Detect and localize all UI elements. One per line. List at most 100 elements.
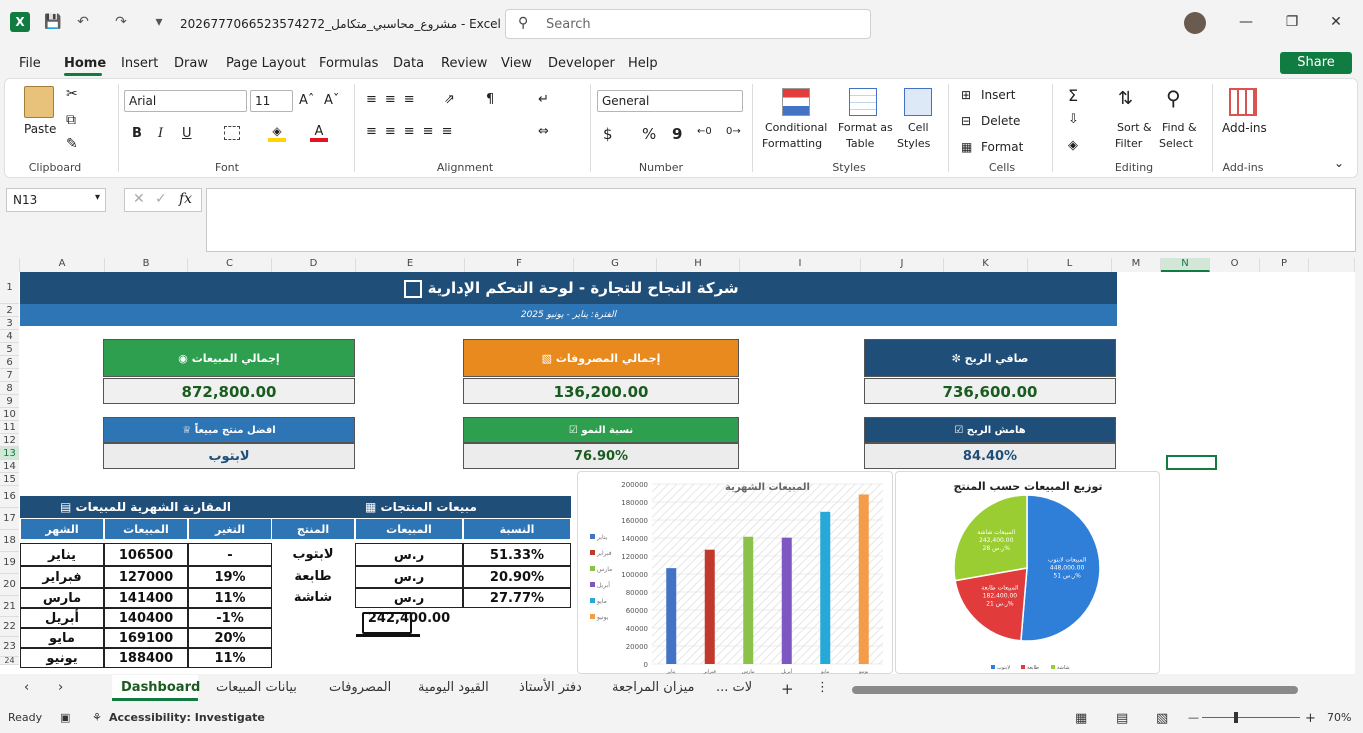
row-header[interactable]: 20 xyxy=(0,574,19,596)
underline-button[interactable]: U xyxy=(182,126,192,141)
merge-center-icon[interactable]: ⇔ xyxy=(538,124,549,139)
font-color-icon[interactable]: A xyxy=(310,124,328,142)
row-header[interactable]: 12 xyxy=(0,434,19,447)
column-header[interactable]: C xyxy=(188,258,272,272)
sort-filter-icon[interactable]: ⇅ xyxy=(1118,88,1134,109)
format-as-table-label2[interactable]: Table xyxy=(846,137,875,150)
bold-button[interactable]: B xyxy=(132,126,142,141)
cell-styles-label2[interactable]: Styles xyxy=(897,137,931,150)
horizontal-scrollbar[interactable] xyxy=(838,684,1348,696)
next-sheet-icon[interactable]: › xyxy=(58,680,64,695)
delete-cells-button[interactable]: Delete xyxy=(981,114,1021,128)
font-size-select[interactable]: 11 xyxy=(250,90,293,112)
menu-developer[interactable]: Developer xyxy=(548,56,615,71)
delete-cells-icon[interactable]: ⊟ xyxy=(961,114,972,128)
add-sheet-icon[interactable]: + xyxy=(781,680,794,698)
row-header[interactable]: 6 xyxy=(0,356,19,369)
column-header[interactable]: I xyxy=(740,258,861,272)
insert-function-icon[interactable]: fx xyxy=(179,191,193,207)
percent-button[interactable]: % xyxy=(642,125,657,143)
italic-button[interactable]: I xyxy=(158,126,164,141)
vertical-align-icons[interactable]: ≡≡≡ xyxy=(366,92,423,107)
user-avatar[interactable] xyxy=(1184,12,1206,34)
format-painter-icon[interactable]: ✎ xyxy=(66,136,78,152)
conditional-formatting-label2[interactable]: Formatting xyxy=(762,137,823,150)
row-header[interactable]: 23 xyxy=(0,637,19,657)
find-select-label[interactable]: Find & xyxy=(1162,121,1197,134)
wrap-text-icon[interactable]: ↵ xyxy=(538,92,549,107)
collapse-ribbon-icon[interactable]: ⌄ xyxy=(1334,156,1345,170)
share-button[interactable]: Share xyxy=(1280,52,1352,74)
cell-styles-label[interactable]: Cell xyxy=(908,121,929,134)
menu-insert[interactable]: Insert xyxy=(121,56,159,71)
select-all-corner[interactable] xyxy=(0,258,20,272)
accessibility-icon[interactable]: ⚘ xyxy=(92,711,102,724)
autosum-icon[interactable]: Σ xyxy=(1068,86,1079,105)
find-select-icon[interactable]: ⚲ xyxy=(1166,86,1181,110)
search-box[interactable]: ⚲ Search xyxy=(505,9,871,39)
row-header[interactable]: 17 xyxy=(0,508,19,530)
tab-sales-data[interactable]: بيانات المبيعات xyxy=(216,680,297,695)
menu-formulas[interactable]: Formulas xyxy=(319,56,379,71)
row-header[interactable]: 7 xyxy=(0,369,19,382)
row-header[interactable]: 1 xyxy=(0,272,19,304)
menu-data[interactable]: Data xyxy=(393,56,425,71)
close-icon[interactable]: ✕ xyxy=(1330,14,1342,30)
customize-toolbar-icon[interactable]: ▾ xyxy=(155,14,163,30)
row-header[interactable]: 2 xyxy=(0,304,19,317)
tab-ledger[interactable]: دفتر الأستاذ xyxy=(519,680,582,695)
tab-dashboard[interactable]: Dashboard xyxy=(121,680,201,695)
increase-decimal-icon[interactable]: ←0 xyxy=(697,126,712,137)
page-break-view-icon[interactable]: ▧ xyxy=(1156,711,1169,726)
page-layout-view-icon[interactable]: ▤ xyxy=(1116,711,1129,726)
column-header[interactable]: K xyxy=(944,258,1028,272)
row-header[interactable]: 15 xyxy=(0,473,19,486)
monthly-sales-chart[interactable]: 200000 180000 160000 140000 120000 100000 8000… xyxy=(577,471,893,675)
macro-record-icon[interactable]: ▣ xyxy=(60,711,71,724)
currency-button[interactable]: $ xyxy=(603,125,613,143)
minimize-icon[interactable]: — xyxy=(1239,14,1253,30)
undo-icon[interactable]: ↶ xyxy=(77,14,89,30)
row-header[interactable]: 4 xyxy=(0,330,19,343)
paste-icon[interactable] xyxy=(24,86,54,118)
text-direction-icon[interactable]: ¶ xyxy=(486,92,495,107)
zoom-in-icon[interactable]: + xyxy=(1305,711,1316,726)
prev-sheet-icon[interactable]: ‹ xyxy=(24,680,30,695)
format-cells-button[interactable]: Format xyxy=(981,140,1024,154)
format-as-table-icon[interactable] xyxy=(849,88,877,116)
row-header[interactable]: 13 xyxy=(0,447,19,460)
zoom-slider[interactable] xyxy=(1202,717,1300,718)
column-header[interactable]: M xyxy=(1112,258,1161,272)
menu-help[interactable]: Help xyxy=(628,56,658,71)
row-header[interactable]: 19 xyxy=(0,552,19,574)
name-box[interactable]: N13 ▾ xyxy=(6,188,106,212)
row-header[interactable]: 24 xyxy=(0,657,19,665)
zoom-level[interactable]: 70% xyxy=(1327,711,1352,724)
column-header[interactable]: B xyxy=(105,258,188,272)
zoom-slider-thumb[interactable] xyxy=(1234,712,1238,723)
row-header[interactable]: 5 xyxy=(0,343,19,356)
menu-view[interactable]: View xyxy=(501,56,532,71)
cut-icon[interactable]: ✂ xyxy=(66,86,78,102)
borders-icon[interactable] xyxy=(224,126,240,140)
column-header[interactable]: F xyxy=(465,258,574,272)
insert-cells-icon[interactable]: ⊞ xyxy=(961,88,972,102)
row-header[interactable]: 16 xyxy=(0,486,19,508)
column-header[interactable]: A xyxy=(20,258,105,272)
tab-trial-balance[interactable]: ميزان المراجعة xyxy=(612,680,695,695)
horizontal-align-icons[interactable]: ≡≡≡≡≡ xyxy=(366,124,461,139)
decrease-font-icon[interactable]: Aˇ xyxy=(324,93,340,108)
normal-view-icon[interactable]: ▦ xyxy=(1075,711,1088,726)
decrease-decimal-icon[interactable]: 0→ xyxy=(726,126,741,137)
scrollbar-thumb[interactable] xyxy=(852,686,1298,694)
sort-filter-label2[interactable]: Filter xyxy=(1115,137,1143,150)
row-header[interactable]: 3 xyxy=(0,317,19,330)
column-header[interactable]: E xyxy=(356,258,465,272)
comma-button[interactable]: 9 xyxy=(672,125,683,143)
menu-draw[interactable]: Draw xyxy=(174,56,208,71)
menu-review[interactable]: Review xyxy=(441,56,488,71)
conditional-formatting-icon[interactable] xyxy=(782,88,810,116)
column-header[interactable]: O xyxy=(1210,258,1260,272)
column-header[interactable]: P xyxy=(1260,258,1309,272)
insert-cells-button[interactable]: Insert xyxy=(981,88,1016,102)
